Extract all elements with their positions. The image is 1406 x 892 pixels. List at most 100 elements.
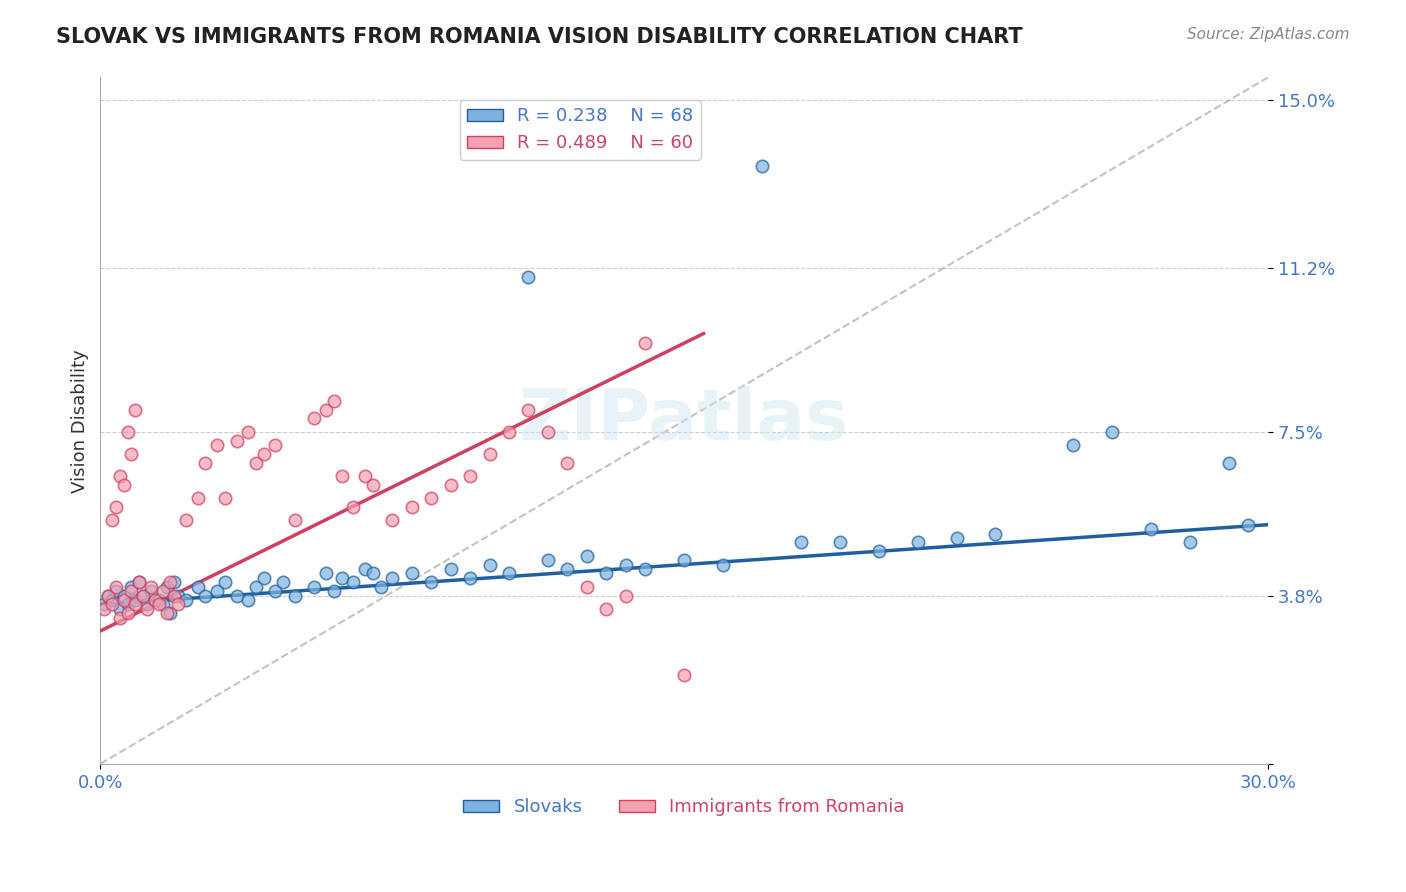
Point [498,566,520,581]
Point [595,566,617,581]
Point [253,571,276,585]
Point [907,535,929,549]
Point [284,589,307,603]
Point [420,491,443,505]
Point [614,589,637,603]
Point [174,513,197,527]
Point [159,607,181,621]
Point [104,580,127,594]
Point [148,593,170,607]
Point [167,589,190,603]
Point [152,584,174,599]
Point [214,491,236,505]
Point [174,593,197,607]
Point [420,575,443,590]
Point [342,575,364,590]
Point [634,336,657,351]
Point [101,598,124,612]
Point [1101,425,1123,439]
Point [108,469,131,483]
Text: SLOVAK VS IMMIGRANTS FROM ROMANIA VISION DISABILITY CORRELATION CHART: SLOVAK VS IMMIGRANTS FROM ROMANIA VISION… [56,27,1024,46]
Point [124,593,146,607]
Point [143,593,166,607]
Point [163,575,186,590]
Point [238,593,260,607]
Point [245,456,267,470]
Point [354,562,377,576]
Point [139,584,162,599]
Point [136,598,159,612]
Point [214,575,236,590]
Point [108,610,131,624]
Point [152,598,174,612]
Point [93,602,115,616]
Point [498,425,520,439]
Point [167,598,190,612]
Point [112,478,135,492]
Point [575,580,598,594]
Point [101,513,124,527]
Point [304,580,326,594]
Point [557,562,579,576]
Point [322,393,344,408]
Point [148,598,170,612]
Point [155,607,177,621]
Point [163,589,186,603]
Point [187,491,209,505]
Point [790,535,813,549]
Point [575,549,598,563]
Point [128,575,150,590]
Point [245,580,267,594]
Point [537,425,560,439]
Point [315,566,337,581]
Point [124,598,146,612]
Point [458,571,481,585]
Point [557,456,579,470]
Point [458,469,481,483]
Point [868,544,890,558]
Point [342,500,364,514]
Point [271,575,294,590]
Point [101,593,124,607]
Point [238,425,260,439]
Point [315,402,337,417]
Point [108,602,131,616]
Point [751,159,773,173]
Point [1062,438,1084,452]
Point [187,580,209,594]
Point [104,584,127,599]
Point [205,438,228,452]
Point [478,558,501,572]
Point [1178,535,1201,549]
Point [361,478,384,492]
Point [253,447,276,461]
Point [439,478,461,492]
Point [194,589,217,603]
Point [439,562,461,576]
Point [225,434,247,448]
Point [1218,456,1240,470]
Point [945,531,967,545]
Point [124,402,146,417]
Point [330,571,353,585]
Point [139,580,162,594]
Point [330,469,353,483]
Point [159,575,181,590]
Point [673,553,696,567]
Point [304,411,326,425]
Point [194,456,217,470]
Point [132,589,155,603]
Point [322,584,344,599]
Point [128,575,150,590]
Point [1237,517,1260,532]
Point [828,535,851,549]
Point [478,447,501,461]
Point [614,558,637,572]
Point [117,598,139,612]
Point [370,580,392,594]
Point [136,602,159,616]
Point [517,402,540,417]
Point [537,553,560,567]
Point [673,668,696,682]
Point [93,598,115,612]
